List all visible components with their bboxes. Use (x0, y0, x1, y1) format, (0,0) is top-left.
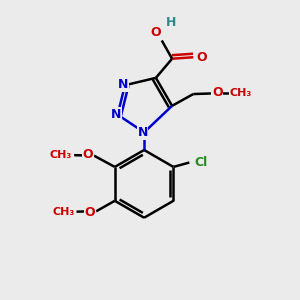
Text: CH₃: CH₃ (52, 207, 74, 217)
Text: CH₃: CH₃ (50, 150, 72, 160)
Text: N: N (111, 108, 121, 121)
Text: O: O (82, 148, 93, 161)
Text: H: H (165, 16, 176, 29)
Text: O: O (85, 206, 95, 219)
Text: O: O (196, 51, 207, 64)
Text: N: N (118, 78, 129, 91)
Text: Cl: Cl (194, 156, 208, 169)
Text: O: O (150, 26, 160, 39)
Text: CH₃: CH₃ (230, 88, 252, 98)
Text: N: N (137, 126, 148, 140)
Text: O: O (212, 86, 223, 99)
